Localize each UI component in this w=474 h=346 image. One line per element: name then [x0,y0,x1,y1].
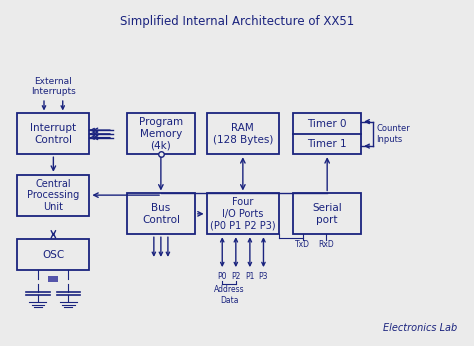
Text: Electronics Lab: Electronics Lab [383,323,457,333]
Text: Serial
port: Serial port [312,203,342,225]
Text: Program
Memory
(4k): Program Memory (4k) [139,117,183,151]
Text: Four
I/O Ports
(P0 P1 P2 P3): Four I/O Ports (P0 P1 P2 P3) [210,197,276,230]
FancyBboxPatch shape [293,193,361,234]
Text: P1: P1 [245,272,255,281]
Text: Bus
Control: Bus Control [142,203,180,225]
Text: Simplified Internal Architecture of XX51: Simplified Internal Architecture of XX51 [120,15,354,28]
FancyBboxPatch shape [17,239,90,270]
Text: P2: P2 [231,272,240,281]
Text: Timer 1: Timer 1 [307,139,347,149]
Text: Counter
Inputs: Counter Inputs [377,124,410,144]
Text: External
Interrupts: External Interrupts [31,77,76,97]
Text: Interrupt
Control: Interrupt Control [30,123,76,145]
FancyBboxPatch shape [17,113,90,154]
FancyBboxPatch shape [17,175,90,216]
FancyBboxPatch shape [207,113,279,154]
Text: Timer 0: Timer 0 [308,119,347,129]
Text: P0: P0 [218,272,227,281]
Text: OSC: OSC [42,250,64,260]
Text: P3: P3 [259,272,268,281]
Text: Address
Data: Address Data [214,285,245,305]
Text: Central
Processing
Unit: Central Processing Unit [27,179,79,212]
FancyBboxPatch shape [127,113,195,154]
Text: RAM
(128 Bytes): RAM (128 Bytes) [213,123,273,145]
Text: TxD: TxD [295,240,310,249]
Text: RxD: RxD [318,240,334,249]
FancyBboxPatch shape [293,113,361,154]
FancyBboxPatch shape [127,193,195,234]
FancyBboxPatch shape [48,276,58,282]
FancyBboxPatch shape [207,193,279,234]
